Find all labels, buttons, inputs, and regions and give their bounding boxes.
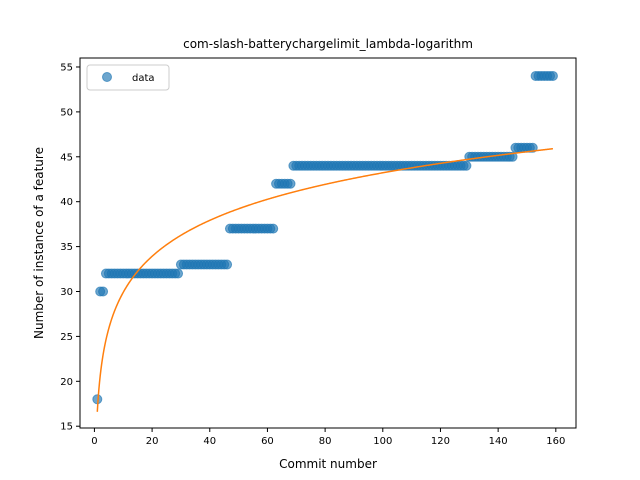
data-point xyxy=(173,268,184,279)
y-tick-label: 20 xyxy=(60,377,73,388)
legend-box xyxy=(86,64,170,91)
data-point xyxy=(98,286,109,297)
x-tick-label: 20 xyxy=(146,436,159,447)
axes-frame xyxy=(79,57,577,429)
x-tick-label: 100 xyxy=(373,436,392,447)
y-tick-label: 45 xyxy=(60,152,73,163)
data-point xyxy=(285,178,296,189)
x-axis: 0 20 40 60 80 100 120 140 160 xyxy=(91,428,565,447)
y-tick-label: 55 xyxy=(60,62,73,73)
y-tick-label: 15 xyxy=(60,422,73,433)
y-tick-label: 25 xyxy=(60,332,73,343)
data-series xyxy=(92,70,558,405)
y-axis-label: Number of instance of a feature xyxy=(32,147,46,339)
data-point xyxy=(222,259,233,270)
y-axis: 15 20 25 30 35 40 45 50 55 xyxy=(60,62,80,433)
plot-area xyxy=(92,70,558,412)
fit-line xyxy=(96,147,554,412)
x-axis-label: Commit number xyxy=(279,457,377,471)
x-tick-label: 40 xyxy=(203,436,216,447)
data-point xyxy=(268,223,279,234)
chart-title: com-slash-batterychargelimit_lambda-loga… xyxy=(183,37,473,51)
y-tick-label: 35 xyxy=(60,242,73,253)
y-tick-label: 30 xyxy=(60,287,73,298)
x-tick-label: 140 xyxy=(489,436,508,447)
x-tick-label: 60 xyxy=(261,436,274,447)
y-tick-label: 40 xyxy=(60,197,73,208)
legend-marker-data xyxy=(102,72,112,82)
legend-label-data: data xyxy=(132,73,155,84)
x-tick-label: 80 xyxy=(319,436,332,447)
x-tick-label: 160 xyxy=(546,436,565,447)
data-point xyxy=(547,70,558,81)
y-tick-label: 50 xyxy=(60,107,73,118)
x-tick-label: 0 xyxy=(91,436,97,447)
x-tick-label: 120 xyxy=(431,436,450,447)
legend: data xyxy=(86,64,170,91)
data-point xyxy=(461,160,472,171)
